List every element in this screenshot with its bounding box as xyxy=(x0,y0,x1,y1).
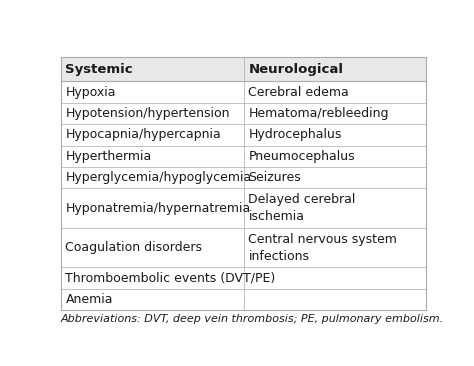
Text: Hypotension/hypertension: Hypotension/hypertension xyxy=(65,107,230,120)
Text: Hematoma/rebleeding: Hematoma/rebleeding xyxy=(248,107,389,120)
Text: Hyperthermia: Hyperthermia xyxy=(65,150,152,163)
Bar xyxy=(61,82,426,103)
Bar xyxy=(61,124,426,146)
Text: Abbreviations: DVT, deep vein thrombosis; PE, pulmonary embolism.: Abbreviations: DVT, deep vein thrombosis… xyxy=(61,314,444,324)
Text: Hyperglycemia/hypoglycemia: Hyperglycemia/hypoglycemia xyxy=(65,171,252,184)
Text: Pneumocephalus: Pneumocephalus xyxy=(248,150,355,163)
Text: Delayed cerebral
ischemia: Delayed cerebral ischemia xyxy=(248,193,356,223)
Text: Seizures: Seizures xyxy=(248,171,301,184)
Bar xyxy=(61,268,426,289)
Text: Cerebral edema: Cerebral edema xyxy=(248,86,349,99)
Bar xyxy=(61,228,426,268)
Bar xyxy=(61,103,426,124)
Text: Neurological: Neurological xyxy=(248,63,344,75)
Bar xyxy=(61,167,426,188)
Text: Anemia: Anemia xyxy=(65,293,113,306)
Text: Central nervous system
infections: Central nervous system infections xyxy=(248,233,397,263)
Text: Hypoxia: Hypoxia xyxy=(65,86,116,99)
Text: Hypocapnia/hypercapnia: Hypocapnia/hypercapnia xyxy=(65,128,221,141)
Text: Hydrocephalus: Hydrocephalus xyxy=(248,128,342,141)
Text: Thromboembolic events (DVT/PE): Thromboembolic events (DVT/PE) xyxy=(65,272,276,285)
Bar xyxy=(61,188,426,228)
Bar xyxy=(61,146,426,167)
Text: Coagulation disorders: Coagulation disorders xyxy=(65,241,202,254)
Text: Systemic: Systemic xyxy=(65,63,133,75)
Text: Hyponatremia/hypernatremia: Hyponatremia/hypernatremia xyxy=(65,202,251,215)
Bar xyxy=(61,57,426,82)
Bar xyxy=(61,289,426,310)
